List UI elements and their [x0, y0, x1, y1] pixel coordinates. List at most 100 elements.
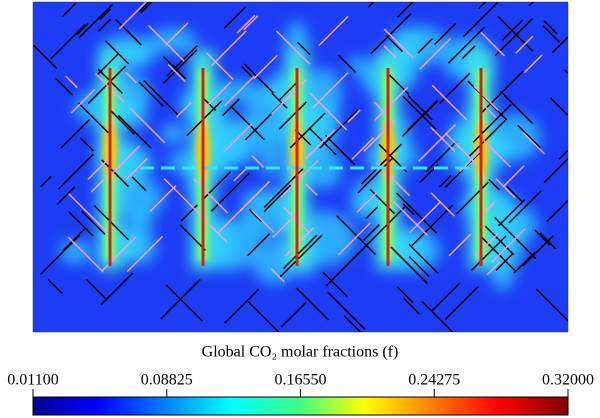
- fracture: [444, 286, 479, 320]
- fracture: [102, 236, 137, 271]
- fracture: [233, 166, 249, 182]
- fracture: [447, 26, 486, 64]
- fracture: [462, 2, 500, 38]
- fracture: [129, 107, 166, 144]
- fracture: [270, 268, 285, 283]
- fracture: [201, 170, 232, 201]
- fracture: [444, 132, 478, 166]
- plume: [115, 178, 164, 218]
- fracture: [396, 192, 438, 234]
- colorbar-tick-label: 0.01100: [7, 372, 58, 389]
- fracture: [418, 123, 457, 162]
- fracture: [278, 101, 307, 130]
- fracture: [179, 224, 206, 251]
- fracture: [90, 178, 105, 193]
- fracture: [430, 282, 461, 313]
- fracture: [370, 13, 412, 55]
- plume: [351, 178, 383, 213]
- fracture: [497, 16, 534, 52]
- fracture: [535, 288, 568, 322]
- fracture: [363, 224, 380, 241]
- fracture: [81, 210, 106, 236]
- colorbar-tick-label: 0.16550: [275, 372, 327, 389]
- fracture: [506, 185, 523, 203]
- fracture: [304, 128, 336, 160]
- fracture: [224, 288, 260, 324]
- fracture: [56, 186, 76, 205]
- fracture: [409, 201, 441, 234]
- fracture: [325, 246, 366, 287]
- fracture: [322, 271, 348, 297]
- fracture: [388, 74, 410, 95]
- fracture: [356, 192, 378, 213]
- fracture: [484, 225, 515, 256]
- fracture: [351, 137, 375, 161]
- fracture: [480, 31, 506, 57]
- fracture: [469, 119, 506, 157]
- fracture: [402, 95, 437, 130]
- fracture: [499, 90, 534, 124]
- fracture: [515, 35, 534, 54]
- fracture: [430, 126, 456, 153]
- fracture: [434, 22, 457, 45]
- fracture: [236, 14, 256, 34]
- fracture: [243, 15, 259, 31]
- fracture: [140, 2, 153, 14]
- fracture: [343, 315, 362, 332]
- plot-frame: [32, 1, 569, 333]
- fracture: [217, 196, 255, 234]
- fracture: [33, 44, 58, 70]
- fracture: [166, 45, 198, 77]
- fracture: [131, 176, 147, 192]
- fracture: [271, 92, 288, 109]
- fracture: [337, 222, 372, 256]
- fracture: [393, 201, 429, 237]
- fracture: [210, 30, 247, 67]
- fracture: [78, 3, 114, 39]
- fracture: [275, 30, 311, 65]
- fracture: [542, 25, 560, 43]
- plume: [160, 124, 187, 144]
- fracture: [85, 278, 106, 299]
- fracture: [247, 233, 271, 257]
- fracture: [480, 70, 524, 114]
- fracture: [210, 172, 250, 212]
- fracture: [143, 80, 180, 117]
- fracture: [474, 232, 499, 257]
- fracture: [483, 140, 512, 168]
- fracture: [431, 84, 468, 121]
- fracture: [390, 246, 429, 285]
- fracture: [563, 69, 568, 75]
- fracture: [149, 185, 177, 213]
- fracture: [347, 109, 361, 123]
- fracture: [337, 54, 357, 73]
- fracture: [67, 236, 104, 273]
- fracture: [68, 193, 108, 233]
- colorbar-label: Global CO₂ molar fractions (f): [202, 344, 399, 361]
- fracture: [70, 88, 96, 114]
- fracture: [408, 256, 430, 278]
- fracture: [180, 204, 198, 222]
- fracture: [517, 124, 541, 149]
- fracture: [336, 215, 376, 255]
- fracture: [108, 108, 135, 135]
- fracture: [396, 286, 414, 304]
- fracture: [488, 178, 501, 191]
- fracture: [230, 105, 255, 130]
- fracture: [243, 63, 274, 94]
- fracture: [279, 234, 323, 278]
- fracture: [68, 211, 94, 237]
- fracture: [117, 114, 152, 149]
- fracture: [403, 297, 421, 315]
- fracture: [383, 28, 414, 59]
- fracture: [223, 6, 247, 29]
- fracture: [296, 41, 311, 56]
- fracture: [97, 18, 112, 32]
- fracture: [383, 45, 397, 59]
- fracture: [126, 235, 164, 273]
- fracture: [251, 209, 275, 233]
- fracture: [318, 15, 349, 47]
- fracture: [253, 54, 278, 80]
- fracture: [543, 20, 558, 35]
- fracture: [163, 56, 187, 80]
